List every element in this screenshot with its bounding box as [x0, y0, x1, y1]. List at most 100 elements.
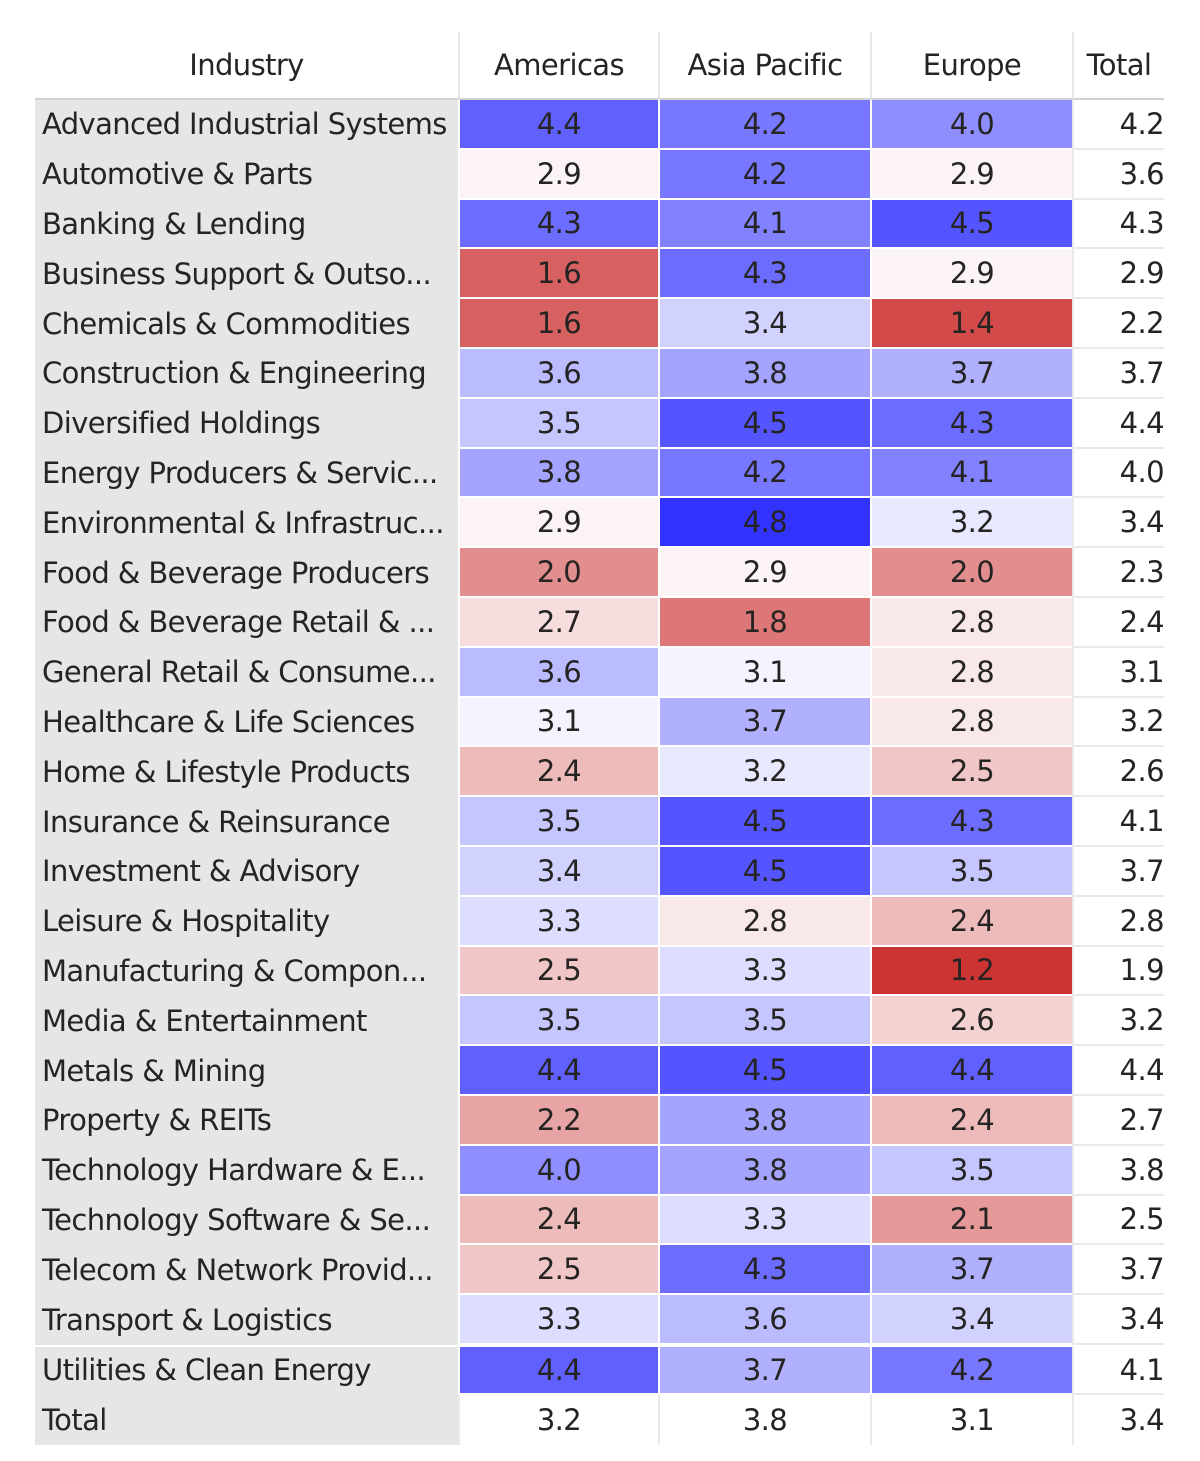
table-row[interactable]: Food & Beverage Producers 2.0 2.9 2.0 2.3	[35, 548, 1165, 598]
column-header-americas[interactable]: Americas	[458, 32, 658, 100]
cell-asia-pacific: 3.4	[658, 299, 870, 349]
row-label-industry: Technology Hardware & E...	[35, 1145, 458, 1196]
table-row[interactable]: Utilities & Clean Energy 4.4 3.7 4.2 4.1	[35, 1344, 1165, 1395]
cell-europe: 3.2	[870, 498, 1072, 549]
cell-americas: 2.9	[458, 149, 658, 200]
table-row[interactable]: Leisure & Hospitality 3.3 2.8 2.4 2.8	[35, 896, 1165, 947]
cell-asia-pacific: 3.3	[658, 1195, 870, 1246]
cell-americas: 1.6	[458, 299, 658, 349]
cell-asia-pacific: 3.8	[658, 348, 870, 399]
row-label-industry: Manufacturing & Compon...	[35, 946, 458, 997]
column-header-industry[interactable]: Industry	[35, 32, 458, 100]
cell-americas: 3.4	[458, 846, 658, 897]
cell-europe: 3.1	[870, 1394, 1072, 1445]
row-label-industry: Telecom & Network Provid...	[35, 1245, 458, 1296]
table-row[interactable]: Investment & Advisory 3.4 4.5 3.5 3.7	[35, 846, 1165, 897]
row-label-industry: Utilities & Clean Energy	[35, 1344, 458, 1395]
cell-europe: 2.8	[870, 647, 1072, 698]
table-row[interactable]: Manufacturing & Compon... 2.5 3.3 1.2 1.9	[35, 946, 1165, 997]
cell-asia-pacific: 4.2	[658, 100, 870, 150]
table-row[interactable]: Banking & Lending 4.3 4.1 4.5 4.3	[35, 199, 1165, 250]
row-label-industry: Leisure & Hospitality	[35, 896, 458, 947]
table-row[interactable]: Food & Beverage Retail & ... 2.7 1.8 2.8 2.4	[35, 597, 1165, 648]
cell-europe: 1.4	[870, 299, 1072, 349]
table-row[interactable]: Telecom & Network Provid... 2.5 4.3 3.7 3.7	[35, 1245, 1165, 1296]
cell-europe: 3.4	[870, 1295, 1072, 1345]
cell-total: 3.8	[1072, 1145, 1165, 1196]
table-row[interactable]: Advanced Industrial Systems 4.4 4.2 4.0 4.2	[35, 100, 1165, 150]
cell-total: 2.4	[1072, 597, 1165, 648]
cell-asia-pacific: 4.5	[658, 1046, 870, 1096]
cell-asia-pacific: 4.8	[658, 498, 870, 549]
cell-europe: 2.4	[870, 896, 1072, 947]
cell-total: 2.6	[1072, 747, 1165, 798]
row-label-industry: Insurance & Reinsurance	[35, 797, 458, 847]
total-row[interactable]: Total 3.2 3.8 3.1 3.4	[35, 1394, 1165, 1445]
cell-europe: 1.2	[870, 946, 1072, 997]
cell-europe: 3.5	[870, 1145, 1072, 1196]
cell-europe: 3.5	[870, 846, 1072, 897]
cell-americas: 2.5	[458, 946, 658, 997]
row-label-industry: Chemicals & Commodities	[35, 299, 458, 349]
cell-asia-pacific: 4.3	[658, 249, 870, 300]
cell-asia-pacific: 4.3	[658, 1245, 870, 1296]
cell-americas: 2.0	[458, 548, 658, 598]
column-header-asia-pacific[interactable]: Asia Pacific	[658, 32, 870, 100]
cell-europe: 2.9	[870, 249, 1072, 300]
row-label-industry: Metals & Mining	[35, 1046, 458, 1096]
cell-europe: 4.3	[870, 797, 1072, 847]
row-label-industry: Energy Producers & Servic...	[35, 448, 458, 499]
column-header-total[interactable]: Total	[1072, 32, 1164, 100]
cell-americas: 4.4	[458, 100, 658, 150]
cell-total: 2.2	[1072, 299, 1165, 349]
cell-asia-pacific: 2.8	[658, 896, 870, 947]
cell-europe: 4.2	[870, 1344, 1072, 1395]
cell-europe: 2.8	[870, 697, 1072, 748]
cell-asia-pacific: 3.5	[658, 996, 870, 1047]
table-row[interactable]: Chemicals & Commodities 1.6 3.4 1.4 2.2	[35, 299, 1165, 349]
cell-total: 4.4	[1072, 1046, 1165, 1096]
cell-americas: 3.1	[458, 697, 658, 748]
cell-total: 3.6	[1072, 149, 1165, 200]
table-row[interactable]: Metals & Mining 4.4 4.5 4.4 4.4	[35, 1046, 1165, 1096]
matrix-body: Advanced Industrial Systems 4.4 4.2 4.0 4.2 A…	[35, 100, 1165, 1445]
cell-total: 2.9	[1072, 249, 1165, 300]
table-row[interactable]: Environmental & Infrastruc... 2.9 4.8 3.2 3.…	[35, 498, 1165, 549]
table-row[interactable]: Transport & Logistics 3.3 3.6 3.4 3.4	[35, 1295, 1165, 1345]
cell-americas: 1.6	[458, 249, 658, 300]
cell-europe: 2.8	[870, 597, 1072, 648]
cell-europe: 2.5	[870, 747, 1072, 798]
table-row[interactable]: Technology Software & Se... 2.4 3.3 2.1 2.5	[35, 1195, 1165, 1246]
cell-asia-pacific: 3.8	[658, 1145, 870, 1196]
cell-americas: 4.4	[458, 1046, 658, 1096]
cell-total: 3.4	[1072, 1394, 1165, 1445]
cell-americas: 2.4	[458, 747, 658, 798]
cell-europe: 2.6	[870, 996, 1072, 1047]
table-row[interactable]: Business Support & Outso... 1.6 4.3 2.9 2.9	[35, 249, 1165, 300]
cell-total: 2.5	[1072, 1195, 1165, 1246]
cell-total: 4.1	[1072, 1344, 1165, 1395]
cell-asia-pacific: 3.7	[658, 697, 870, 748]
cell-americas: 4.3	[458, 199, 658, 250]
row-label-industry: Construction & Engineering	[35, 348, 458, 399]
cell-asia-pacific: 4.2	[658, 149, 870, 200]
table-row[interactable]: Media & Entertainment 3.5 3.5 2.6 3.2	[35, 996, 1165, 1047]
table-row[interactable]: Energy Producers & Servic... 3.8 4.2 4.1 4.0	[35, 448, 1165, 499]
row-label-industry: Investment & Advisory	[35, 846, 458, 897]
table-row[interactable]: Construction & Engineering 3.6 3.8 3.7 3.7	[35, 348, 1165, 399]
table-row[interactable]: Diversified Holdings 3.5 4.5 4.3 4.4	[35, 398, 1165, 449]
row-label-industry: Advanced Industrial Systems	[35, 100, 458, 150]
row-label-industry: Food & Beverage Retail & ...	[35, 597, 458, 648]
row-label-industry: Transport & Logistics	[35, 1295, 458, 1345]
table-row[interactable]: General Retail & Consume... 3.6 3.1 2.8 3.1	[35, 647, 1165, 698]
table-row[interactable]: Technology Hardware & E... 4.0 3.8 3.5 3.8	[35, 1145, 1165, 1196]
cell-total: 4.4	[1072, 398, 1165, 449]
cell-asia-pacific: 3.8	[658, 1394, 870, 1445]
table-row[interactable]: Automotive & Parts 2.9 4.2 2.9 3.6	[35, 149, 1165, 200]
table-row[interactable]: Property & REITs 2.2 3.8 2.4 2.7	[35, 1095, 1165, 1146]
cell-europe: 3.7	[870, 1245, 1072, 1296]
table-row[interactable]: Healthcare & Life Sciences 3.1 3.7 2.8 3.2	[35, 697, 1165, 748]
table-row[interactable]: Home & Lifestyle Products 2.4 3.2 2.5 2.6	[35, 747, 1165, 798]
column-header-europe[interactable]: Europe	[870, 32, 1072, 100]
table-row[interactable]: Insurance & Reinsurance 3.5 4.5 4.3 4.1	[35, 797, 1165, 847]
